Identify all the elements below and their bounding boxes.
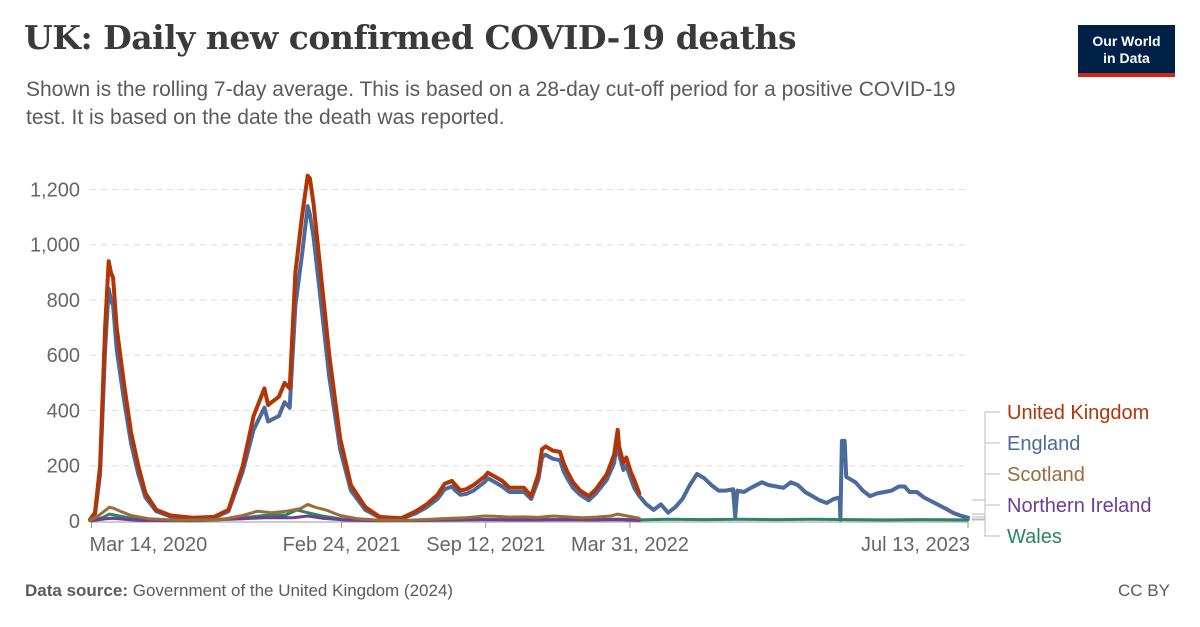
x-tick-label: Feb 24, 2021 [283,534,401,556]
x-tick-label: Mar 31, 2022 [571,534,689,556]
y-tick-label: 800 [47,290,80,312]
y-tick-label: 1,000 [30,235,80,257]
logo-line-1: Our World [1092,33,1161,49]
data-source: Data source: Government of the United Ki… [25,581,453,601]
y-tick-label: 1,200 [30,179,80,201]
y-tick-label: 200 [47,456,80,478]
axis-layer: 0 200 400 600 800 1,000 1,200 Mar 14, 2020 Feb 2… [30,179,970,556]
series-line-scotland [88,502,641,522]
legend-label-northern-ireland[interactable]: Northern Ireland [1007,495,1152,517]
x-tick-label: Jul 13, 2023 [861,534,970,556]
x-tick-label: Sep 12, 2021 [426,534,545,556]
y-tick-label: 0 [69,511,80,533]
y-tick-label: 400 [47,400,80,422]
legend-connector [972,504,1000,520]
license-link[interactable]: CC BY [1118,581,1170,600]
series-layer [88,173,970,523]
grid-layer [90,188,968,467]
series-line-united-kingdom [88,173,642,522]
legend-connector [972,473,1000,518]
legend-label-scotland[interactable]: Scotland [1007,464,1085,486]
chart-title: UK: Daily new confirmed COVID-19 deaths [24,18,797,57]
owid-logo[interactable]: Our World in Data [1078,25,1175,77]
legend-connector [972,519,1000,537]
y-tick-label: 600 [47,345,80,367]
logo-accent-bar [1078,73,1175,77]
series-line-england [88,204,970,522]
x-tick-label: Mar 14, 2020 [89,534,207,556]
data-source-label: Data source: [25,581,128,600]
legend-layer: United Kingdom England Scotland Northern Ir… [972,402,1152,548]
legend-label-wales[interactable]: Wales [1007,526,1062,548]
legend-label-united-kingdom[interactable]: United Kingdom [1007,402,1149,424]
legend-connector [972,442,1000,515]
logo-line-2: in Data [1103,50,1150,66]
data-source-link[interactable]: Government of the United Kingdom (2024) [132,581,454,600]
legend-connector [972,411,1000,501]
legend-label-england[interactable]: England [1007,433,1080,455]
chart-subtitle: Shown is the rolling 7-day average. This… [26,78,956,129]
series-line-northern-ireland [88,514,641,523]
